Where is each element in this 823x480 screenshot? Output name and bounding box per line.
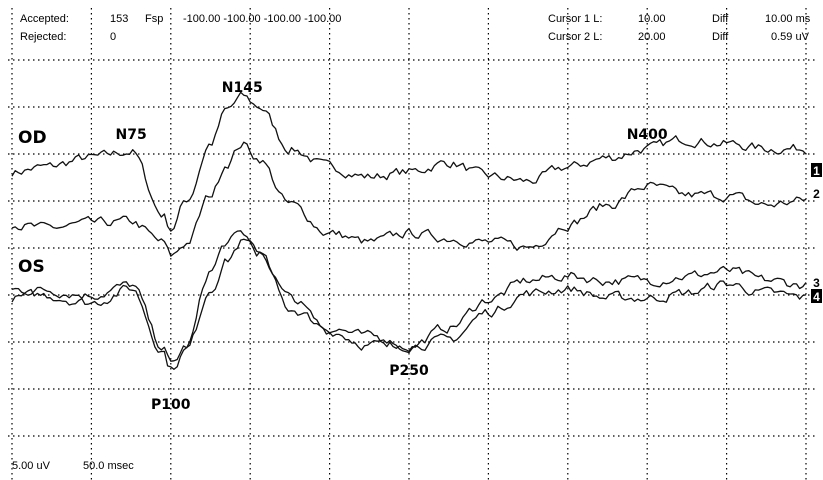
rejected-label: Rejected: — [20, 31, 67, 43]
accepted-label: Accepted: — [20, 13, 69, 25]
rejected-value: 0 — [110, 31, 117, 43]
diff-value-1: 10.00 ms — [765, 13, 811, 25]
channel-label-2: 2 — [813, 187, 820, 201]
traces — [11, 91, 807, 370]
channel-badge-4 — [811, 289, 822, 303]
time-scale: 50.0 msec — [83, 460, 134, 472]
peak-label-n400: N400 — [627, 127, 668, 143]
channel-badge-1 — [811, 163, 822, 177]
cursor1-label: Cursor 1 L: — [548, 13, 603, 25]
diff-label-1: Diff — [712, 13, 729, 25]
peak-label-p250: P250 — [389, 363, 429, 379]
group-label-od: OD — [18, 128, 47, 148]
fsp-values: -100.00 -100.00 -100.00 -100.00 — [183, 13, 342, 25]
trace-4 — [11, 238, 807, 370]
channel-label-3: 3 — [813, 276, 820, 290]
labels: OD OS N75 N145 N400 P100 P250 1 2 34 — [18, 80, 822, 413]
trace-2 — [11, 141, 807, 257]
trace-3 — [11, 230, 807, 362]
cursor2-label: Cursor 2 L: — [548, 31, 603, 43]
accepted-value: 153 — [110, 13, 129, 25]
peak-label-n75: N75 — [115, 127, 146, 143]
group-label-os: OS — [18, 257, 45, 277]
cursor2-value: 20.00 — [638, 31, 666, 43]
fsp-label: Fsp — [145, 13, 164, 25]
channel-label-1: 1 — [813, 164, 820, 178]
trace-1 — [11, 91, 807, 232]
diff-label-2: Diff — [712, 31, 729, 43]
grid — [8, 8, 815, 480]
vertical-scale: 5.00 uV — [12, 460, 50, 472]
channel-label-4: 4 — [813, 290, 820, 304]
diff-value-2: 0.59 uV — [771, 31, 809, 43]
peak-label-p100: P100 — [151, 397, 191, 413]
cursor1-value: 10.00 — [638, 13, 666, 25]
peak-label-n145: N145 — [222, 80, 263, 96]
